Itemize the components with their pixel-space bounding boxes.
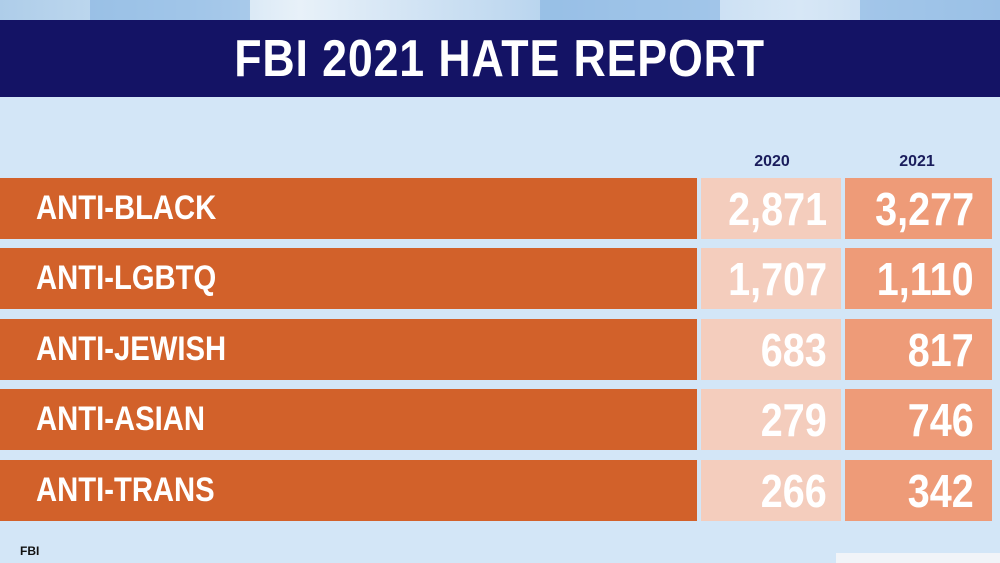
value-2021: 817 (907, 323, 974, 376)
row-label-cell: ANTI-BLACK (0, 178, 697, 239)
row-label-cell: ANTI-LGBTQ (0, 248, 697, 309)
value-2021: 1,110 (877, 252, 974, 305)
column-header-2021: 2021 (899, 153, 935, 170)
row-label: ANTI-ASIAN (36, 400, 205, 438)
row-label-cell: ANTI-ASIAN (0, 389, 697, 450)
row-label: ANTI-JEWISH (36, 330, 227, 368)
value-cell-2021: 1,110 (845, 248, 992, 309)
table-row: ANTI-LGBTQ 1,707 1,110 (0, 248, 992, 309)
background-document-strip (0, 0, 1000, 20)
table-row: ANTI-TRANS 266 342 (0, 460, 992, 521)
background-document-image (90, 0, 250, 20)
table-row: ANTI-ASIAN 279 746 (0, 389, 992, 450)
value-cell-2020: 683 (701, 319, 841, 380)
value-2021: 746 (907, 393, 974, 446)
value-cell-2021: 342 (845, 460, 992, 521)
row-label: ANTI-TRANS (36, 471, 215, 509)
value-cell-2020: 279 (701, 389, 841, 450)
value-2020: 279 (760, 393, 827, 446)
page-title: FBI 2021 HATE REPORT (234, 29, 766, 88)
value-2020: 2,871 (727, 182, 827, 235)
row-label-cell: ANTI-TRANS (0, 460, 697, 521)
table-row: ANTI-JEWISH 683 817 (0, 319, 992, 380)
background-document-image (860, 0, 1000, 20)
title-bar: FBI 2021 HATE REPORT (0, 20, 1000, 97)
value-cell-2021: 3,277 (845, 178, 992, 239)
value-2020: 1,707 (727, 252, 827, 305)
value-cell-2021: 817 (845, 319, 992, 380)
row-label: ANTI-LGBTQ (36, 259, 217, 297)
row-label-cell: ANTI-JEWISH (0, 319, 697, 380)
value-cell-2020: 266 (701, 460, 841, 521)
background-document-image (540, 0, 720, 20)
value-cell-2020: 2,871 (701, 178, 841, 239)
value-2021: 342 (907, 464, 974, 517)
row-label: ANTI-BLACK (36, 189, 217, 227)
column-header-2020: 2020 (754, 153, 790, 170)
value-cell-2021: 746 (845, 389, 992, 450)
value-cell-2020: 1,707 (701, 248, 841, 309)
value-2020: 683 (760, 323, 827, 376)
source-label: FBI (20, 544, 40, 558)
value-2020: 266 (760, 464, 827, 517)
corner-overlay (836, 553, 1000, 563)
value-2021: 3,277 (874, 182, 974, 235)
table-row: ANTI-BLACK 2,871 3,277 (0, 178, 992, 239)
